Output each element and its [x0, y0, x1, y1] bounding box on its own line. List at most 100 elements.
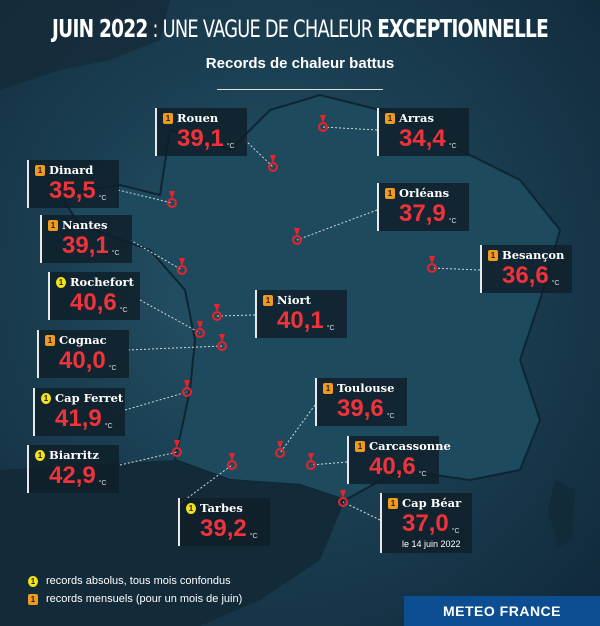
record-box: 1 Tarbes 39,2 °C: [178, 498, 270, 546]
calendar-icon: 1: [163, 113, 173, 124]
calendar-icon: 1: [355, 441, 365, 452]
leader-lines: [117, 126, 481, 521]
temperature-row: 37,9 °C: [399, 200, 457, 236]
page-title: JUIN 2022 : UNE VAGUE DE CHALEUR EXCEPTI…: [52, 14, 549, 43]
city-name: Cap Ferret: [55, 391, 124, 405]
temperature-value: 34,4: [399, 125, 446, 152]
corsica: [548, 480, 575, 548]
unit-label: °C: [448, 143, 457, 150]
record-box: 1 Rouen 39,1 °C: [155, 108, 247, 156]
legend-mensuel: 1 records mensuels (pour un mois de juin): [28, 592, 242, 606]
temperature-value: 39,1: [177, 125, 224, 152]
medal-icon: 1: [35, 450, 45, 461]
temperature-row: 40,1 °C: [277, 307, 335, 343]
medal-icon: 1: [41, 393, 51, 404]
city-name: Toulouse: [337, 381, 395, 395]
subtitle: Records de chaleur battus: [205, 55, 395, 72]
city-name: Arras: [399, 111, 434, 125]
unit-label: °C: [249, 533, 258, 540]
calendar-icon: 1: [385, 188, 395, 199]
brand-logo: METEO FRANCE: [404, 596, 600, 626]
calendar-icon: 1: [45, 335, 55, 346]
calendar-icon: 1: [263, 295, 273, 306]
city-name: Besançon: [502, 248, 565, 262]
unit-label: °C: [386, 413, 395, 420]
temperature-value: 40,1: [277, 307, 324, 334]
location-pin-icon: [275, 441, 285, 458]
city-name: Cap Béar: [402, 496, 462, 510]
unit-label: °C: [98, 480, 107, 487]
temperature-row: 41,9 °C: [55, 405, 113, 441]
location-pin-icon: [167, 191, 177, 208]
temperature-value: 40,0: [59, 347, 106, 374]
temperature-row: 35,5 °C: [49, 177, 107, 213]
temperature-row: 39,2 °C: [200, 515, 258, 551]
temperature-value: 39,1: [62, 232, 109, 259]
location-pin-icon: [195, 321, 205, 338]
calendar-icon: 1: [28, 593, 38, 605]
record-box: 1 Nantes 39,1 °C: [40, 215, 132, 263]
city-name: Nantes: [62, 218, 108, 232]
unit-label: °C: [551, 280, 560, 287]
location-pin-icon: [212, 304, 222, 321]
unit-label: °C: [104, 423, 113, 430]
city-name: Carcassonne: [369, 439, 451, 453]
unit-label: °C: [108, 365, 117, 372]
location-pin-icon: [427, 256, 437, 273]
city-name: Orléans: [399, 186, 450, 200]
temperature-value: 40,6: [369, 453, 416, 480]
temperature-row: 34,4 °C: [399, 125, 457, 161]
city-name: Cognac: [59, 333, 107, 347]
temperature-value: 39,2: [200, 515, 247, 542]
temperature-row: 42,9 °C: [49, 462, 107, 498]
record-box: 1 Besançon 36,6 °C: [480, 245, 572, 293]
location-pin-icon: [292, 228, 302, 245]
calendar-icon: 1: [48, 220, 58, 231]
temperature-row: 36,6 °C: [502, 262, 560, 298]
calendar-icon: 1: [488, 250, 498, 261]
record-box: 1 Dinard 35,5 °C: [27, 160, 119, 208]
calendar-icon: 1: [385, 113, 395, 124]
record-box: 1 Biarritz 42,9 °C: [27, 445, 119, 493]
calendar-icon: 1: [388, 498, 398, 509]
city-name: Dinard: [49, 163, 94, 177]
city-name: Niort: [277, 293, 311, 307]
legend-absolu: 1 records absolus, tous mois confondus: [28, 574, 231, 588]
temperature-row: 39,1 °C: [62, 232, 120, 268]
unit-label: °C: [448, 218, 457, 225]
record-box: 1 Cap Béar 37,0 °C le 14 juin 2022: [380, 493, 472, 553]
city-name: Tarbes: [200, 501, 243, 515]
unit-label: °C: [111, 250, 120, 257]
record-box: 1 Niort 40,1 °C: [255, 290, 347, 338]
city-name: Rochefort: [70, 275, 134, 289]
temperature-value: 40,6: [70, 289, 117, 316]
calendar-icon: 1: [323, 383, 333, 394]
record-box: 1 Toulouse 39,6 °C: [315, 378, 407, 426]
record-box: 1 Rochefort 40,6 °C: [48, 272, 140, 320]
temperature-value: 37,0: [402, 510, 449, 537]
location-pin-icon: [318, 115, 328, 132]
legend-label: records absolus, tous mois confondus: [46, 575, 231, 587]
calendar-icon: 1: [35, 165, 45, 176]
temperature-row: 39,6 °C: [337, 395, 395, 431]
location-pin-icon: [172, 440, 182, 457]
unit-label: °C: [326, 325, 335, 332]
location-pin-icon: [182, 380, 192, 397]
location-pin-icon: [177, 258, 187, 275]
record-box: 1 Arras 34,4 °C: [377, 108, 469, 156]
divider: [217, 89, 383, 90]
temperature-row: 40,6 °C: [369, 453, 427, 489]
medal-icon: 1: [56, 277, 66, 288]
location-pin-icon: [217, 334, 227, 351]
unit-label: °C: [98, 195, 107, 202]
temperature-row: 40,0 °C: [59, 347, 117, 383]
medal-icon: 1: [186, 503, 196, 514]
record-date: le 14 juin 2022: [402, 539, 461, 549]
temperature-row: 40,6 °C: [70, 289, 128, 325]
temperature-value: 37,9: [399, 200, 446, 227]
location-pin-icon: [306, 453, 316, 470]
unit-label: °C: [226, 143, 235, 150]
temperature-value: 41,9: [55, 405, 102, 432]
location-pin-icon: [268, 155, 278, 172]
